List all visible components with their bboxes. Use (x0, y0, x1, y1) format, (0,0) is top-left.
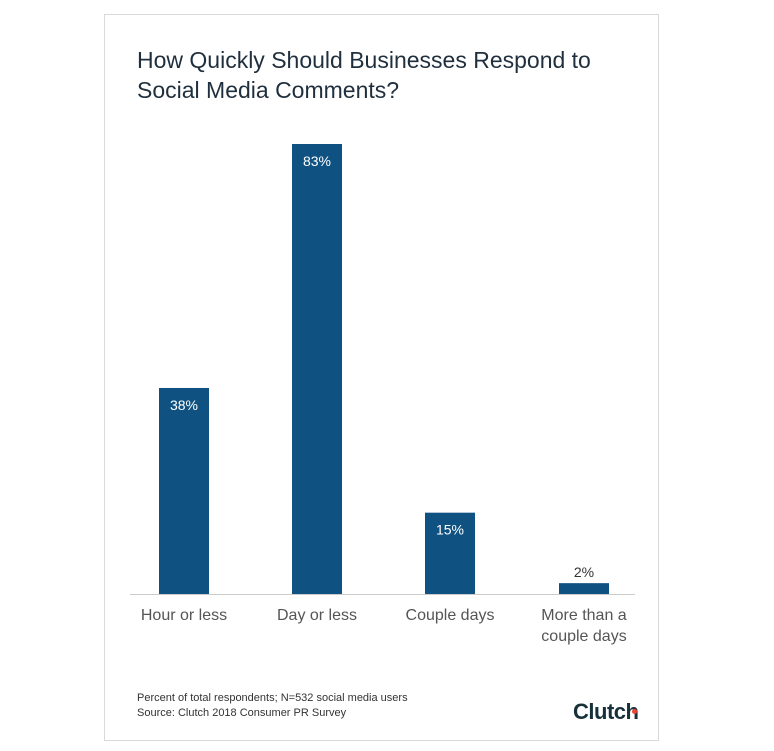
chart-title: How Quickly Should Businesses Respond to… (137, 47, 591, 103)
bar-value-label-0: 38% (170, 397, 198, 413)
category-label-line: couple days (541, 628, 626, 645)
category-label-line: More than a (541, 607, 626, 624)
bar-value-label-2: 15% (436, 522, 464, 538)
clutch-logo-dot (632, 709, 637, 714)
category-label-line: Day or less (277, 607, 357, 624)
bar-value-label-1: 83% (303, 153, 331, 169)
clutch-logo-text: Clutch (573, 699, 639, 724)
footnote-source: Source: Clutch 2018 Consumer PR Survey (137, 707, 347, 719)
chart-card: How Quickly Should Businesses Respond to… (104, 14, 659, 741)
bar-3 (559, 583, 609, 594)
bar-0 (159, 387, 209, 594)
category-label-2: Couple days (406, 607, 495, 624)
footnote-respondents: Percent of total respondents; N=532 soci… (137, 692, 408, 704)
category-label-line: Couple days (406, 607, 495, 624)
bar-value-label-3: 2% (574, 564, 594, 580)
bar-2 (425, 512, 475, 594)
category-label-0: Hour or less (141, 607, 227, 624)
bar-1 (292, 144, 342, 594)
bar-chart: 38% Hour or less 83% Day or less 15% Couple d… (130, 144, 635, 645)
category-label-1: Day or less (277, 607, 357, 624)
category-label-3: More than a couple days (541, 607, 626, 645)
clutch-logo: Clutch (573, 699, 639, 725)
category-label-line: Hour or less (141, 607, 227, 624)
footnote: Percent of total respondents; N=532 soci… (137, 691, 408, 721)
